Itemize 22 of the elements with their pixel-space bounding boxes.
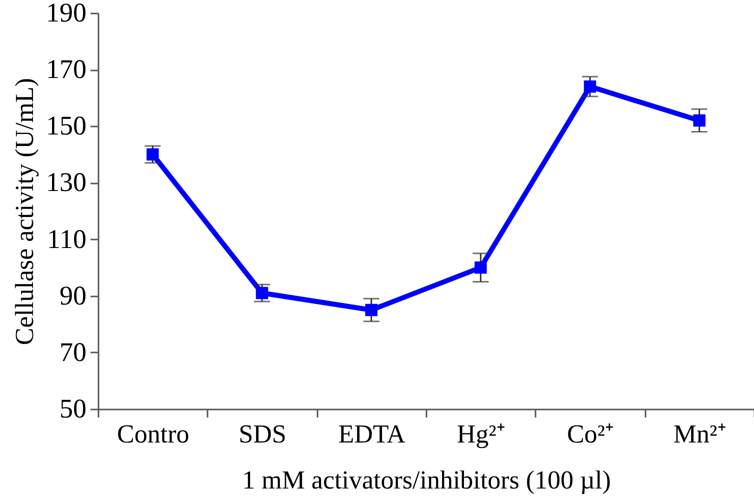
y-tick-label: 110	[47, 224, 86, 254]
y-tick-label: 130	[46, 167, 86, 198]
y-axis-title: Cellulase activity (U/mL)	[10, 78, 39, 346]
y-tick-label: 190	[46, 0, 86, 28]
point	[256, 286, 268, 300]
y-tick-label: 70	[60, 336, 86, 367]
x-tick-label: Hg²⁺	[456, 420, 506, 448]
x-tick-label: Co²⁺	[566, 420, 614, 448]
y-tick-label: 90	[60, 280, 86, 310]
y-tick-label: 50	[60, 394, 86, 424]
y-tick-label: 170	[46, 54, 86, 84]
x-tick-label: SDS	[238, 420, 286, 448]
x-tick-label: Contro	[117, 420, 190, 448]
point	[474, 261, 487, 274]
point	[146, 148, 159, 161]
point	[584, 80, 596, 93]
x-axis-title: 1 mM activators/inhibitors (100 µl)	[242, 466, 611, 494]
y-tick-label: 150	[46, 110, 86, 141]
x-tick-label: EDTA	[338, 420, 406, 448]
point	[365, 304, 378, 316]
point	[693, 114, 706, 127]
x-tick-label: Mn²⁺	[673, 420, 726, 448]
